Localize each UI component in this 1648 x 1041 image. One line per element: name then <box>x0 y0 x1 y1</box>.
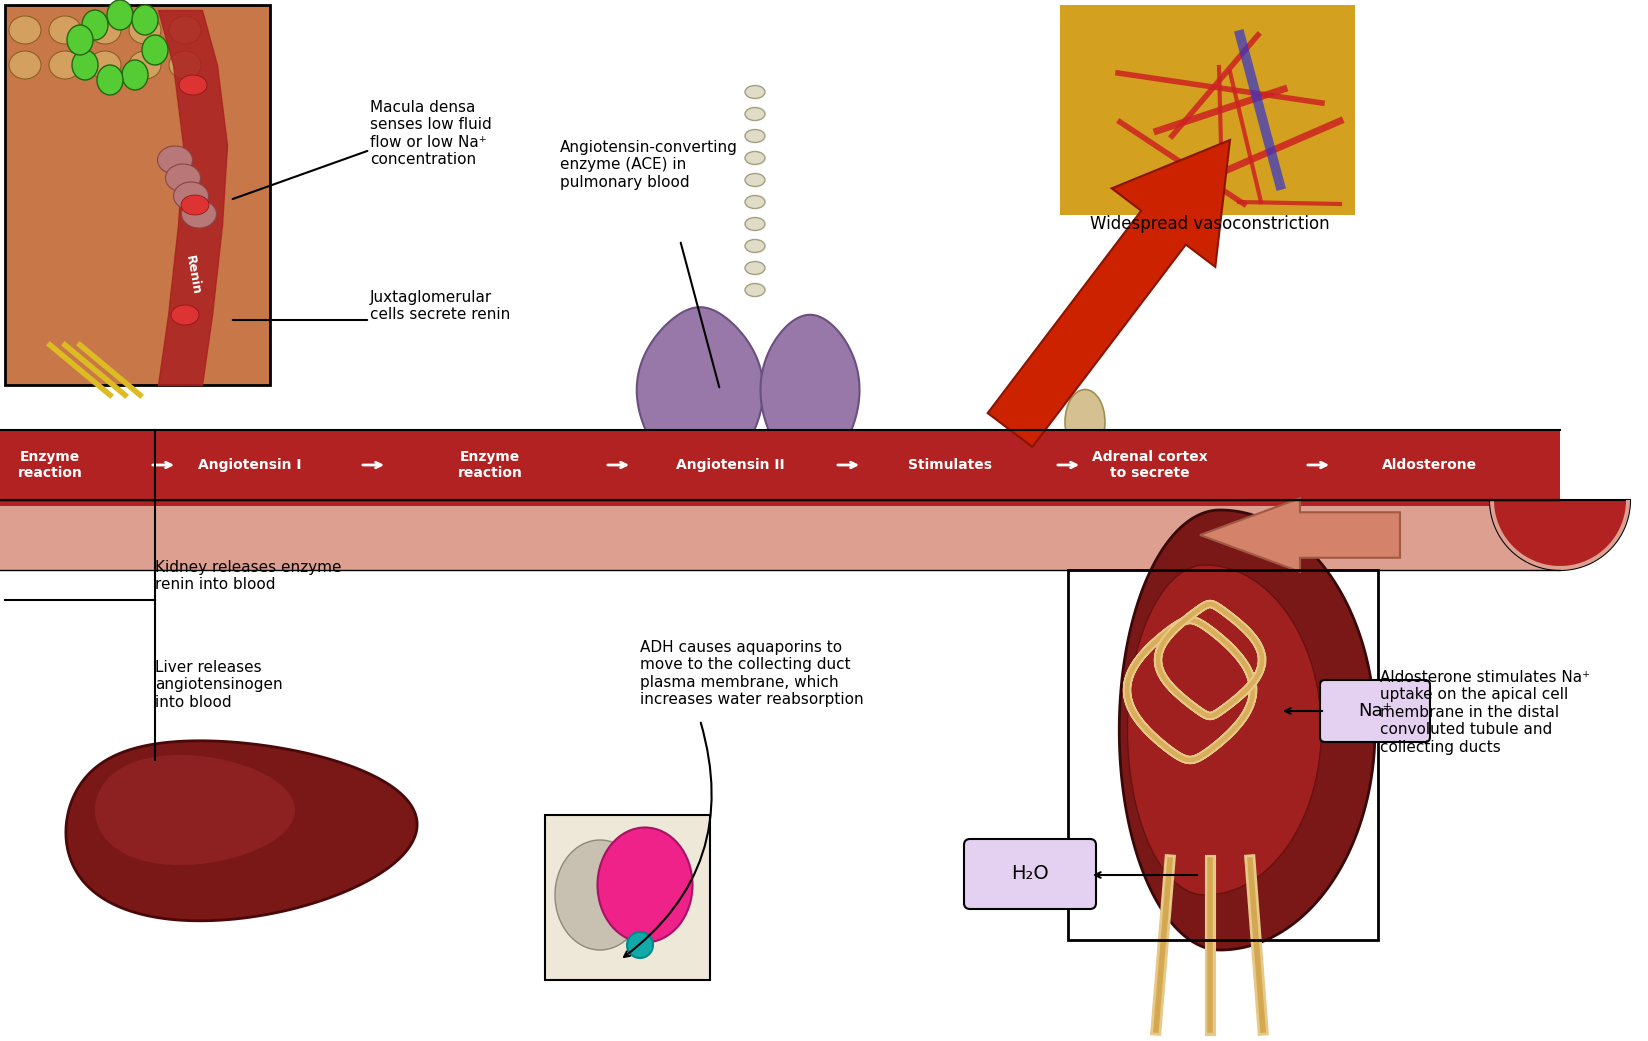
Polygon shape <box>636 307 763 487</box>
Text: Kidney releases enzyme
renin into blood: Kidney releases enzyme renin into blood <box>155 560 341 592</box>
Text: H₂O: H₂O <box>1010 864 1048 884</box>
Ellipse shape <box>165 164 201 192</box>
Text: Aldosterone stimulates Na⁺
uptake on the apical cell
membrane in the distal
conv: Aldosterone stimulates Na⁺ uptake on the… <box>1379 670 1589 755</box>
FancyBboxPatch shape <box>0 500 1559 570</box>
Polygon shape <box>1490 500 1628 570</box>
Circle shape <box>626 932 653 958</box>
Ellipse shape <box>122 60 148 90</box>
Text: Stimulates: Stimulates <box>908 458 992 472</box>
Text: Widespread vasoconstriction: Widespread vasoconstriction <box>1089 215 1328 233</box>
Ellipse shape <box>89 16 120 44</box>
Text: Macula densa
senses low fluid
flow or low Na⁺
concentration: Macula densa senses low fluid flow or lo… <box>369 100 491 168</box>
FancyBboxPatch shape <box>5 5 270 385</box>
Ellipse shape <box>745 283 765 297</box>
Ellipse shape <box>745 107 765 121</box>
Ellipse shape <box>73 50 97 80</box>
Polygon shape <box>1490 500 1628 570</box>
FancyBboxPatch shape <box>0 430 1559 492</box>
Ellipse shape <box>181 195 209 215</box>
Text: Enzyme
reaction: Enzyme reaction <box>456 450 522 480</box>
Ellipse shape <box>597 828 692 942</box>
Ellipse shape <box>49 16 81 44</box>
Ellipse shape <box>745 85 765 99</box>
Ellipse shape <box>555 840 644 950</box>
Ellipse shape <box>180 75 208 95</box>
Ellipse shape <box>168 51 201 79</box>
Text: Renin: Renin <box>183 254 203 296</box>
Ellipse shape <box>745 261 765 275</box>
Ellipse shape <box>745 129 765 143</box>
FancyBboxPatch shape <box>964 839 1096 909</box>
Text: Enzyme
reaction: Enzyme reaction <box>18 450 82 480</box>
Polygon shape <box>66 741 417 921</box>
FancyBboxPatch shape <box>1060 5 1355 215</box>
Ellipse shape <box>97 65 124 95</box>
FancyBboxPatch shape <box>545 815 710 980</box>
Text: Angiotensin-converting
enzyme (ACE) in
pulmonary blood: Angiotensin-converting enzyme (ACE) in p… <box>560 139 737 189</box>
Ellipse shape <box>8 16 41 44</box>
Ellipse shape <box>142 35 168 65</box>
Ellipse shape <box>171 305 199 325</box>
Ellipse shape <box>168 16 201 44</box>
Ellipse shape <box>49 51 81 79</box>
Text: Adrenal cortex
to secrete: Adrenal cortex to secrete <box>1091 450 1206 480</box>
Ellipse shape <box>745 174 765 186</box>
Ellipse shape <box>158 146 193 174</box>
Ellipse shape <box>129 16 162 44</box>
Ellipse shape <box>132 5 158 35</box>
FancyBboxPatch shape <box>0 430 1559 506</box>
Ellipse shape <box>173 182 208 210</box>
Polygon shape <box>987 139 1229 447</box>
Text: Aldosterone: Aldosterone <box>1381 458 1477 472</box>
Ellipse shape <box>745 152 765 164</box>
Ellipse shape <box>1065 389 1104 455</box>
Ellipse shape <box>181 200 216 228</box>
Ellipse shape <box>68 25 92 55</box>
Polygon shape <box>760 314 859 475</box>
Ellipse shape <box>745 239 765 253</box>
Ellipse shape <box>745 218 765 230</box>
Text: Juxtaglomerular
cells secrete renin: Juxtaglomerular cells secrete renin <box>369 290 509 323</box>
Ellipse shape <box>129 51 162 79</box>
Polygon shape <box>1127 565 1320 895</box>
Text: Angiotensin I: Angiotensin I <box>198 458 302 472</box>
Ellipse shape <box>82 10 107 40</box>
Ellipse shape <box>89 51 120 79</box>
Ellipse shape <box>8 51 41 79</box>
Polygon shape <box>96 755 295 865</box>
Text: Angiotensin II: Angiotensin II <box>676 458 784 472</box>
FancyBboxPatch shape <box>1318 680 1429 742</box>
Text: Liver releases
angiotensinogen
into blood: Liver releases angiotensinogen into bloo… <box>155 660 282 710</box>
Text: Na⁺: Na⁺ <box>1358 702 1391 720</box>
Polygon shape <box>1200 499 1399 572</box>
Ellipse shape <box>745 196 765 208</box>
Text: ADH causes aquaporins to
move to the collecting duct
plasma membrane, which
incr: ADH causes aquaporins to move to the col… <box>639 640 864 707</box>
Ellipse shape <box>107 0 133 30</box>
Polygon shape <box>1119 510 1374 950</box>
